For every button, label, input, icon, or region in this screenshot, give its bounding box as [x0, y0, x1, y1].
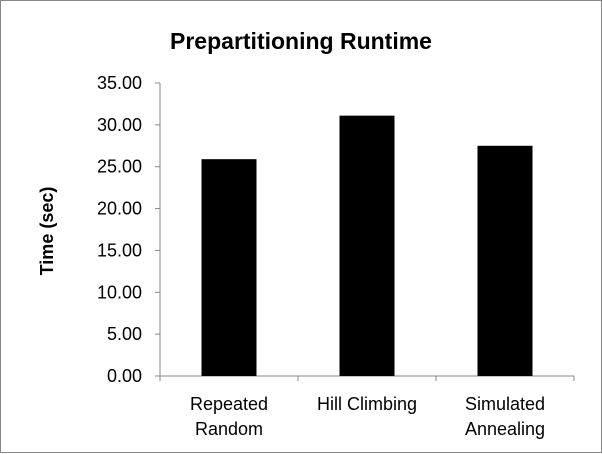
y-tick-label: 15.00 [97, 240, 142, 260]
y-tick-label: 0.00 [107, 366, 142, 386]
x-axis [159, 375, 575, 381]
y-axis-label: Time (sec) [37, 187, 57, 276]
bar [339, 115, 395, 377]
category-labels: Repeated Random Hill Climbing Simulated Anne… [190, 394, 545, 439]
y-tick-label: 35.00 [97, 73, 142, 93]
x-category-label: Simulated [465, 394, 545, 414]
y-tick-label: 20.00 [97, 199, 142, 219]
bar [477, 145, 533, 376]
y-tick-label: 25.00 [97, 157, 142, 177]
bars [201, 115, 533, 377]
x-category-label: Annealing [465, 419, 545, 439]
chart-title: Prepartitioning Runtime [170, 28, 432, 54]
y-axis: 0.00 5.00 10.00 15.00 20.00 25.00 30.00 35.00 [97, 73, 161, 386]
bar [201, 159, 257, 376]
y-tick-label: 5.00 [107, 324, 142, 344]
y-tick-label: 10.00 [97, 282, 142, 302]
x-category-label: Repeated [190, 394, 268, 414]
y-tick-label: 30.00 [97, 115, 142, 135]
x-category-label: Hill Climbing [317, 394, 417, 414]
x-category-label: Random [195, 419, 263, 439]
